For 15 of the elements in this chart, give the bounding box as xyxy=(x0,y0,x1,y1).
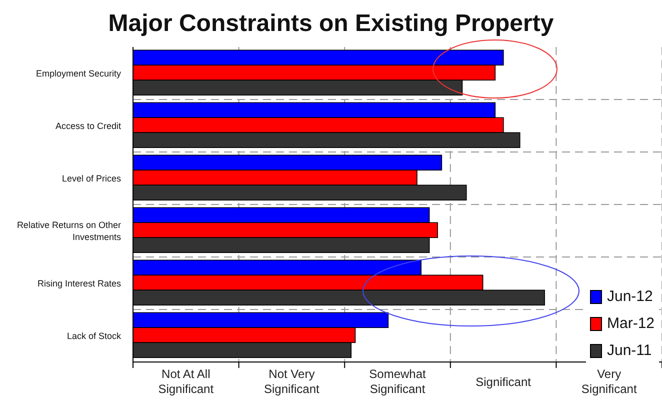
text: Not At All Significant xyxy=(158,367,214,396)
y-tick-label: Employment Security xyxy=(36,68,122,78)
legend-label: Jun-12 xyxy=(607,288,653,305)
legend-label: Jun-11 xyxy=(607,342,652,359)
y-tick-label: Relative Returns on Other Investments xyxy=(16,220,122,242)
y-tick-label: Level of Prices xyxy=(62,173,122,184)
y-tick-label: Rising Interest Rates xyxy=(37,278,122,288)
text: Significant xyxy=(476,375,532,389)
text: Somewhat Significant xyxy=(369,367,427,396)
legend-label: Mar-12 xyxy=(607,315,655,332)
text: Not Very Significant xyxy=(264,367,320,396)
text: Very Significant xyxy=(581,367,638,396)
y-tick-label: Access to Credit xyxy=(55,120,122,131)
y-tick-label: Lack of Stock xyxy=(66,330,122,341)
chart-title: Major Constraints on Existing Property xyxy=(107,9,555,39)
